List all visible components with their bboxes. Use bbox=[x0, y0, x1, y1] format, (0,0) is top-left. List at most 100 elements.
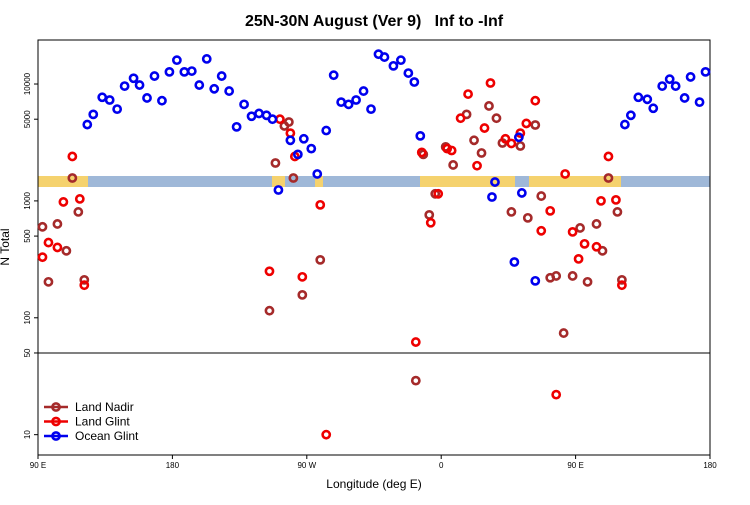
point bbox=[416, 147, 427, 158]
point bbox=[297, 271, 308, 282]
point bbox=[619, 119, 630, 130]
point bbox=[231, 121, 242, 132]
point bbox=[616, 280, 627, 291]
point bbox=[424, 209, 435, 220]
point bbox=[104, 95, 115, 105]
point bbox=[315, 199, 326, 210]
point bbox=[288, 173, 299, 183]
point bbox=[312, 169, 323, 179]
point bbox=[52, 219, 63, 229]
point bbox=[37, 252, 48, 263]
point bbox=[142, 93, 152, 103]
point bbox=[560, 169, 571, 179]
y-tick-label: 500 bbox=[23, 229, 32, 243]
point bbox=[694, 97, 705, 108]
point bbox=[270, 158, 281, 168]
plot-frame bbox=[37, 39, 711, 456]
point bbox=[603, 151, 614, 162]
point bbox=[315, 254, 326, 265]
point bbox=[321, 125, 332, 136]
legend-marker bbox=[51, 416, 61, 427]
point bbox=[591, 241, 602, 252]
legend-marker bbox=[51, 402, 61, 412]
point bbox=[134, 80, 145, 90]
point bbox=[657, 81, 668, 91]
point bbox=[216, 71, 227, 81]
point bbox=[112, 104, 123, 115]
point bbox=[149, 71, 160, 81]
y-tick-label: 5000 bbox=[23, 110, 32, 128]
point bbox=[254, 108, 264, 119]
point bbox=[685, 72, 696, 82]
point bbox=[351, 95, 361, 105]
point bbox=[516, 188, 527, 198]
point bbox=[513, 132, 524, 143]
point bbox=[490, 177, 500, 187]
point bbox=[388, 60, 399, 71]
point bbox=[446, 145, 457, 156]
point bbox=[567, 271, 578, 281]
point bbox=[530, 95, 541, 106]
point bbox=[52, 242, 63, 253]
point bbox=[37, 221, 48, 232]
point bbox=[275, 114, 285, 125]
point bbox=[500, 133, 511, 144]
point bbox=[551, 389, 562, 400]
point bbox=[491, 113, 502, 124]
point bbox=[463, 89, 473, 99]
point bbox=[292, 149, 303, 160]
point bbox=[472, 160, 482, 171]
point bbox=[558, 328, 569, 338]
point bbox=[264, 305, 275, 316]
point bbox=[239, 99, 249, 110]
y-tick-label: 1000 bbox=[23, 191, 32, 209]
point bbox=[591, 219, 602, 229]
point bbox=[484, 101, 494, 111]
point bbox=[297, 289, 308, 300]
point bbox=[285, 135, 296, 146]
point bbox=[509, 257, 520, 267]
point bbox=[573, 254, 584, 264]
point bbox=[273, 185, 284, 195]
point bbox=[603, 173, 614, 183]
point bbox=[409, 77, 420, 87]
point bbox=[506, 138, 517, 149]
point bbox=[410, 375, 421, 386]
point bbox=[157, 95, 167, 106]
y-tick-label: 50 bbox=[23, 348, 32, 357]
point bbox=[358, 86, 369, 96]
point bbox=[43, 276, 54, 287]
point bbox=[455, 113, 466, 124]
point bbox=[679, 93, 690, 103]
point bbox=[670, 81, 681, 91]
point bbox=[306, 143, 317, 154]
point bbox=[642, 94, 653, 105]
point bbox=[79, 274, 90, 285]
point bbox=[67, 173, 78, 183]
point bbox=[267, 114, 278, 125]
point bbox=[487, 192, 497, 202]
point bbox=[448, 160, 459, 170]
x-tick-label: 180 bbox=[703, 461, 717, 470]
point bbox=[612, 207, 623, 217]
point bbox=[283, 117, 294, 127]
legend-marker bbox=[51, 431, 61, 441]
point bbox=[545, 205, 556, 216]
point bbox=[201, 54, 212, 64]
point bbox=[596, 196, 606, 206]
point bbox=[664, 74, 675, 85]
point bbox=[530, 275, 541, 286]
point bbox=[415, 130, 426, 141]
point bbox=[79, 280, 90, 291]
point bbox=[209, 83, 220, 94]
point bbox=[43, 237, 54, 248]
point bbox=[67, 151, 78, 162]
x-tick-label: 180 bbox=[166, 461, 180, 470]
x-tick-label: 90 E bbox=[30, 461, 46, 470]
x-tick-label: 0 bbox=[439, 461, 444, 470]
point bbox=[506, 207, 517, 217]
point bbox=[479, 123, 490, 133]
point bbox=[575, 223, 585, 233]
point bbox=[485, 78, 496, 88]
